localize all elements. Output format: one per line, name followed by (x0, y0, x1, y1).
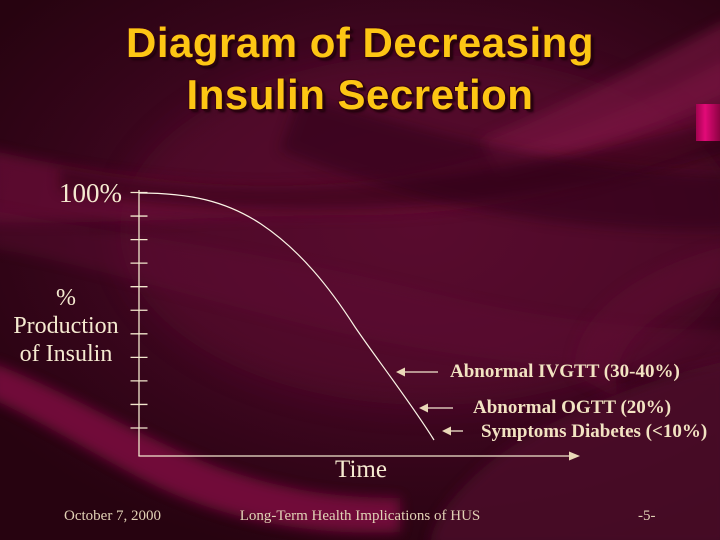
footer-date: October 7, 2000 (64, 508, 162, 524)
annotation-arrow-ogtt (419, 403, 453, 413)
bg-ribbon-bottom-right (430, 362, 720, 540)
y-axis-title: % Production of Insulin (0, 284, 132, 368)
bg-dark-band (280, 95, 720, 231)
y-max-label: 100% (59, 178, 122, 208)
bg-mid-band (0, 211, 720, 373)
footer-title: Long-Term Health Implications of HUS (239, 508, 481, 524)
annotation-arrow-ivgtt (396, 367, 438, 377)
insulin-curve (138, 192, 435, 441)
footer-page-number: -5- (638, 508, 656, 524)
slide-title-line-1: Diagram of Decreasing (126, 19, 594, 66)
y-axis-title-line-3: of Insulin (19, 341, 113, 367)
bg-ribbon-bottom-left (0, 365, 400, 533)
slide-title-line-2: Insulin Secretion (186, 71, 534, 118)
bg-right-swirl (574, 247, 720, 400)
annotation-label-ivgtt: Abnormal IVGTT (30-40%) (450, 361, 680, 382)
y-axis-title-line-1: % (56, 285, 76, 311)
x-axis-title: Time (335, 456, 387, 483)
accent-ribbon-end (696, 104, 720, 141)
annotation-arrow-symptoms (442, 426, 463, 436)
bg-ribbon-top-right (480, 25, 720, 175)
annotation-label-symptoms: Symptoms Diabetes (<10%) (481, 421, 708, 442)
y-axis-title-line-2: Production (13, 313, 119, 339)
x-axis-arrowhead (569, 451, 580, 461)
annotation-label-ogtt: Abnormal OGTT (20%) (473, 397, 672, 418)
y-axis-ticks (130, 191, 148, 429)
